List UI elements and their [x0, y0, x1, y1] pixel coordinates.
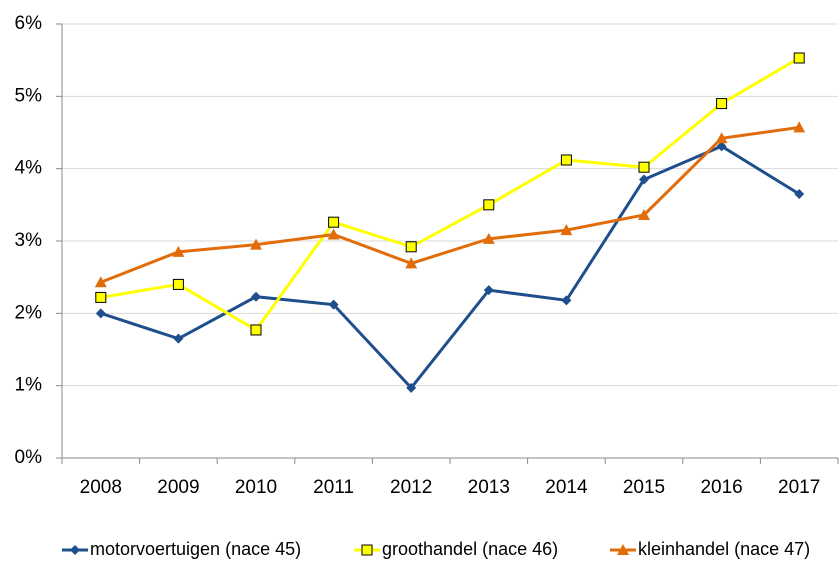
- series-line: [100, 56, 800, 332]
- marker: [172, 278, 184, 290]
- marker: [70, 545, 80, 555]
- marker: [95, 308, 106, 319]
- marker: [794, 188, 805, 199]
- y-tick-label: 5%: [15, 85, 43, 106]
- y-tick-label: 2%: [15, 302, 43, 323]
- marker: [561, 295, 572, 306]
- marker: [638, 208, 650, 220]
- marker: [483, 285, 494, 296]
- y-tick-label: 1%: [15, 375, 43, 396]
- series-line: [100, 144, 800, 391]
- legend-label: motorvoertuigen (nace 45): [90, 539, 301, 559]
- x-tick-label: 2017: [778, 477, 820, 498]
- x-tick-label: 2015: [623, 477, 665, 498]
- marker: [405, 257, 418, 269]
- x-tick-label: 2016: [700, 477, 742, 498]
- marker: [715, 132, 728, 144]
- marker: [716, 98, 728, 110]
- marker: [639, 174, 649, 185]
- marker: [716, 141, 727, 152]
- marker: [482, 232, 495, 244]
- marker: [327, 228, 340, 240]
- marker: [361, 544, 373, 556]
- x-tick-label: 2008: [80, 477, 122, 498]
- marker: [483, 199, 495, 211]
- marker: [95, 291, 107, 303]
- marker: [328, 299, 339, 310]
- marker: [638, 161, 650, 173]
- marker: [560, 224, 573, 236]
- marker: [793, 121, 806, 133]
- y-tick-label: 4%: [15, 158, 43, 179]
- x-tick-label: 2012: [390, 477, 432, 498]
- marker: [251, 291, 261, 302]
- marker: [617, 544, 629, 555]
- series-line: [100, 125, 800, 284]
- x-tick-label: 2009: [157, 477, 199, 498]
- marker: [172, 245, 185, 257]
- x-tick-label: 2011: [313, 477, 354, 498]
- y-tick-label: 3%: [15, 230, 43, 251]
- marker: [94, 276, 107, 288]
- y-tick-label: 0%: [15, 447, 43, 468]
- marker: [328, 216, 340, 228]
- marker: [406, 382, 417, 393]
- legend-label: groothandel (nace 46): [382, 539, 558, 559]
- x-tick-label: 2010: [235, 477, 277, 498]
- marker: [560, 154, 572, 166]
- marker: [173, 333, 184, 344]
- marker: [405, 241, 417, 253]
- legend-label: kleinhandel (nace 47): [638, 539, 810, 559]
- marker: [250, 238, 262, 250]
- marker: [250, 324, 262, 336]
- x-tick-label: 2013: [468, 477, 510, 498]
- marker: [793, 52, 805, 64]
- y-tick-label: 6%: [15, 13, 43, 34]
- x-tick-label: 2014: [545, 477, 588, 498]
